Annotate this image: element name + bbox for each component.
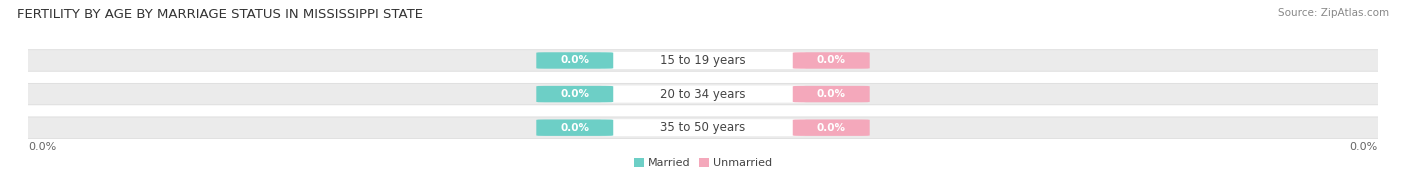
FancyBboxPatch shape <box>21 117 1385 138</box>
Text: 0.0%: 0.0% <box>560 55 589 65</box>
FancyBboxPatch shape <box>21 50 1385 71</box>
FancyBboxPatch shape <box>600 52 806 69</box>
FancyBboxPatch shape <box>536 86 613 102</box>
Legend: Married, Unmarried: Married, Unmarried <box>634 158 772 169</box>
FancyBboxPatch shape <box>600 85 806 103</box>
FancyBboxPatch shape <box>793 86 870 102</box>
Text: 0.0%: 0.0% <box>560 89 589 99</box>
Text: 35 to 50 years: 35 to 50 years <box>661 121 745 134</box>
FancyBboxPatch shape <box>793 52 870 69</box>
Text: 0.0%: 0.0% <box>1350 142 1378 152</box>
Text: 0.0%: 0.0% <box>817 55 846 65</box>
Text: 0.0%: 0.0% <box>817 123 846 133</box>
Text: Source: ZipAtlas.com: Source: ZipAtlas.com <box>1278 8 1389 18</box>
Text: 0.0%: 0.0% <box>817 89 846 99</box>
Text: 15 to 19 years: 15 to 19 years <box>661 54 745 67</box>
FancyBboxPatch shape <box>600 119 806 136</box>
FancyBboxPatch shape <box>536 52 613 69</box>
FancyBboxPatch shape <box>21 83 1385 105</box>
Text: FERTILITY BY AGE BY MARRIAGE STATUS IN MISSISSIPPI STATE: FERTILITY BY AGE BY MARRIAGE STATUS IN M… <box>17 8 423 21</box>
FancyBboxPatch shape <box>793 120 870 136</box>
FancyBboxPatch shape <box>536 120 613 136</box>
Text: 0.0%: 0.0% <box>560 123 589 133</box>
Text: 0.0%: 0.0% <box>28 142 56 152</box>
Text: 20 to 34 years: 20 to 34 years <box>661 88 745 101</box>
